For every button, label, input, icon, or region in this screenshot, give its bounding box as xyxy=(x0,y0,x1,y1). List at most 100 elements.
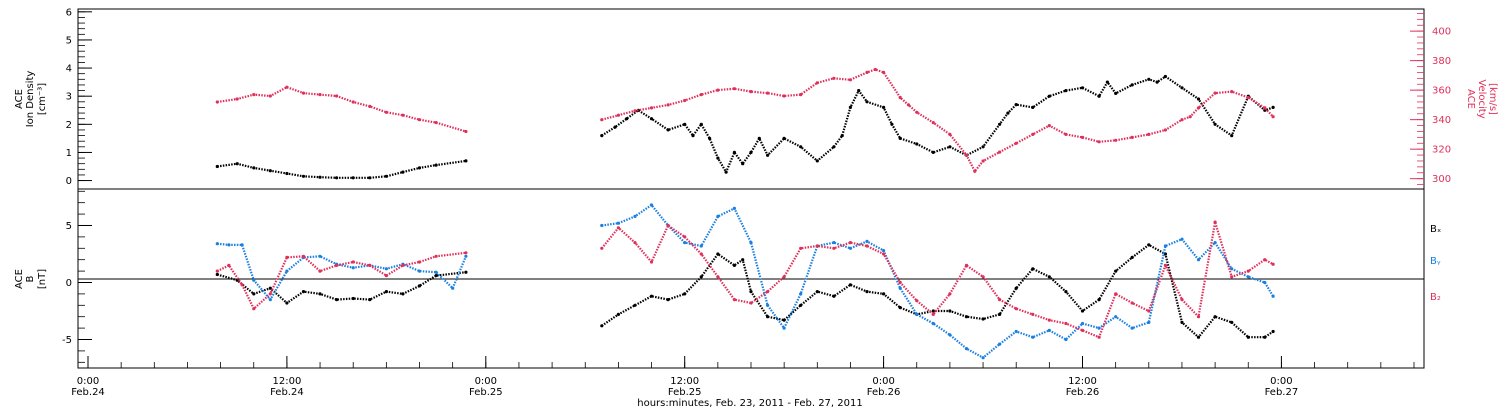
bx-point xyxy=(741,258,745,262)
bz-point xyxy=(1163,263,1167,267)
bx-point xyxy=(649,294,654,298)
by-point xyxy=(981,356,985,360)
bx-point xyxy=(766,315,770,319)
velocity-point xyxy=(1230,90,1234,94)
bx-point xyxy=(616,312,621,316)
velocity-point xyxy=(417,118,422,122)
density-point xyxy=(252,166,256,170)
bx-point xyxy=(268,286,272,290)
date-tick-label: Feb.25 xyxy=(668,387,702,398)
density-point xyxy=(434,163,438,167)
velocity-point xyxy=(782,94,786,98)
bz-point xyxy=(898,280,902,285)
velocity-point xyxy=(1188,115,1192,119)
by-point xyxy=(732,206,737,210)
bx-point xyxy=(1114,269,1118,273)
density-tick-label: 4 xyxy=(66,64,72,75)
date-tick-label: Feb.26 xyxy=(867,387,901,398)
by-point xyxy=(931,321,935,326)
bx-point xyxy=(898,306,902,310)
density-point xyxy=(699,122,703,126)
bz-point xyxy=(1097,335,1101,339)
bz-point xyxy=(268,292,272,296)
density-point xyxy=(948,145,952,149)
velocity-point xyxy=(1097,140,1101,144)
density-point xyxy=(384,174,388,178)
by-point xyxy=(1230,267,1234,271)
bx-point xyxy=(633,303,637,307)
velocity-point xyxy=(351,100,355,104)
date-tick-label: Feb.25 xyxy=(469,387,503,398)
bz-point xyxy=(351,260,355,264)
bz-point xyxy=(301,254,306,258)
bz-point xyxy=(335,263,339,267)
velocity-label-3: [km/s] xyxy=(1487,83,1498,115)
velocity-point xyxy=(948,132,952,136)
bz-point xyxy=(1114,292,1118,296)
bx-point xyxy=(417,284,422,288)
bx-point xyxy=(749,290,753,294)
time-tick-label: 12:00 xyxy=(1068,376,1097,387)
velocity-point xyxy=(973,169,977,173)
time-tick-label: 12:00 xyxy=(272,376,301,387)
density-point xyxy=(1130,83,1134,87)
bx-point xyxy=(1080,309,1085,313)
by-trace xyxy=(601,203,1275,359)
b-tick-label: 5 xyxy=(66,221,72,232)
time-tick-label: 0:00 xyxy=(475,376,497,387)
by-point xyxy=(215,242,219,246)
velocity-point xyxy=(865,70,869,74)
velocity-point xyxy=(815,81,819,85)
bx-point xyxy=(815,290,819,294)
by-point xyxy=(1031,335,1035,339)
velocity-point xyxy=(766,91,770,95)
b-label-3: [nT] xyxy=(37,269,48,289)
bz-point xyxy=(981,275,985,279)
bx-point xyxy=(384,290,388,294)
bz-point xyxy=(998,298,1002,302)
x-axis-label: hours:minutes, Feb. 23, 2011 - Feb. 27, … xyxy=(637,398,862,409)
velocity-point xyxy=(848,78,853,82)
by-point xyxy=(240,243,244,247)
bz-point xyxy=(464,251,468,255)
by-point xyxy=(1213,241,1217,245)
by-point xyxy=(351,266,355,270)
by-point xyxy=(451,286,455,290)
velocity-point xyxy=(1163,128,1167,132)
bx-point xyxy=(964,315,969,319)
density-tick-label: 2 xyxy=(66,120,72,131)
density-point xyxy=(766,153,770,157)
density-point xyxy=(1014,103,1018,107)
bz-point xyxy=(1064,321,1068,326)
series-layer xyxy=(215,67,1275,360)
density-point xyxy=(782,136,786,140)
density-point xyxy=(1230,134,1234,138)
velocity-point xyxy=(235,97,239,101)
velocity-point xyxy=(464,129,468,134)
bx-point xyxy=(799,303,803,307)
density-point xyxy=(898,136,902,140)
bz-point xyxy=(716,275,720,279)
bz-point xyxy=(252,307,256,311)
legend-by: Bᵧ xyxy=(1430,256,1441,267)
bx-point xyxy=(716,252,720,256)
date-tick-label: Feb.24 xyxy=(270,387,304,398)
velocity-label-1: ACE xyxy=(1465,89,1476,109)
velocity-point xyxy=(335,94,339,98)
velocity-point xyxy=(1014,141,1018,145)
velocity-point xyxy=(882,70,886,74)
bx-point xyxy=(235,278,239,282)
density-point xyxy=(613,125,617,129)
velocity-point xyxy=(898,95,902,100)
by-point xyxy=(649,203,654,207)
velocity-point xyxy=(666,103,670,107)
density-point xyxy=(757,136,761,140)
bx-point xyxy=(368,298,372,302)
density-tick-label: 1 xyxy=(66,148,72,159)
by-point xyxy=(716,214,720,218)
bx-point xyxy=(948,309,952,313)
velocity-tick-label: 380 xyxy=(1432,56,1451,67)
bz-point xyxy=(285,255,289,259)
velocity-point xyxy=(616,113,621,117)
bz-trace xyxy=(600,221,1274,339)
